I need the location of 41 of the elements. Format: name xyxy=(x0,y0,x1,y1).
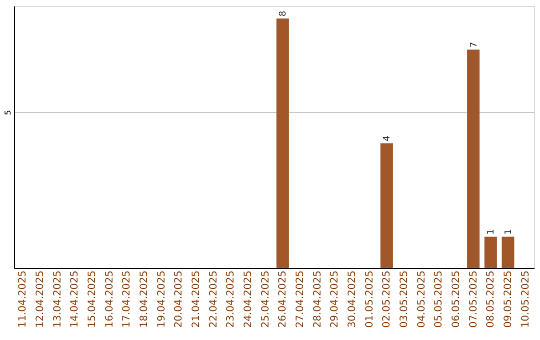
x-tick-label: 05.05.2025 xyxy=(434,270,445,328)
x-tick-label: 27.04.2025 xyxy=(295,270,306,328)
x-tick-label: 22.04.2025 xyxy=(208,270,220,328)
x-tick-label: 03.05.2025 xyxy=(399,270,410,328)
x-tick-label: 12.04.2025 xyxy=(35,270,46,328)
x-tick-label: 07.05.2025 xyxy=(468,270,480,328)
x-tick-label: 13.04.2025 xyxy=(52,270,64,328)
x-tick-label: 09.05.2025 xyxy=(503,270,514,328)
x-tick-label: 08.05.2025 xyxy=(486,270,497,328)
x-tick-label: 18.04.2025 xyxy=(139,270,150,328)
x-tick-label: 10.05.2025 xyxy=(520,270,532,328)
x-tick-label: 04.05.2025 xyxy=(416,270,428,328)
bar xyxy=(276,18,289,268)
x-tick-label: 29.04.2025 xyxy=(330,270,341,328)
data-label: 1 xyxy=(486,229,497,235)
x-tick-label: 14.04.2025 xyxy=(70,270,81,328)
x-tick-label: 17.04.2025 xyxy=(122,270,133,328)
bar xyxy=(484,236,497,268)
data-label: 4 xyxy=(382,135,393,142)
x-tick-label: 19.04.2025 xyxy=(156,270,168,328)
data-label: 1 xyxy=(504,229,514,235)
x-tick-label: 01.05.2025 xyxy=(364,270,376,328)
x-tick-label: 16.04.2025 xyxy=(104,270,116,328)
x-tick-label: 25.04.2025 xyxy=(260,270,272,328)
y-tick-label: 5 xyxy=(4,110,12,116)
x-tick-label: 06.05.2025 xyxy=(451,270,462,328)
data-label: 7 xyxy=(469,42,480,48)
x-tick-label: 02.05.2025 xyxy=(382,270,393,328)
x-tick-label: 20.04.2025 xyxy=(174,270,185,328)
bar xyxy=(502,236,514,268)
x-tick-label: 11.04.2025 xyxy=(18,270,29,328)
data-label: 8 xyxy=(278,10,289,16)
x-tick-label: 28.04.2025 xyxy=(312,270,324,328)
bar xyxy=(467,50,480,268)
x-tick-label: 30.04.2025 xyxy=(347,270,358,328)
x-tick-label: 21.04.2025 xyxy=(191,270,202,328)
bar xyxy=(380,143,393,268)
x-tick-label: 23.04.2025 xyxy=(226,270,237,328)
x-tick-label: 26.04.2025 xyxy=(278,270,289,328)
x-tick-label: 15.04.2025 xyxy=(87,270,98,328)
x-tick-label: 24.04.2025 xyxy=(243,270,254,328)
